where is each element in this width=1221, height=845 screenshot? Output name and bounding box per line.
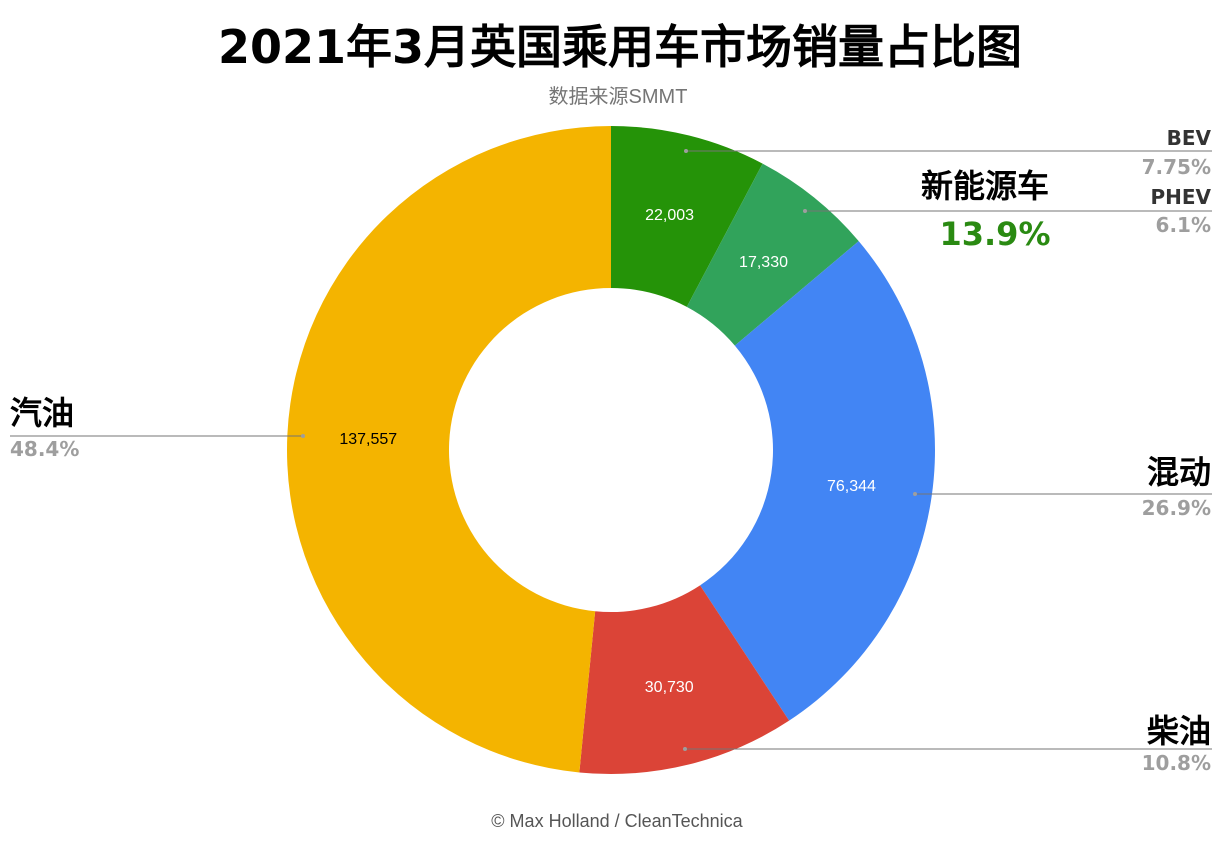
- leader-lines-group: [10, 149, 1212, 751]
- category-label-hybrid: 混动: [1147, 453, 1211, 491]
- nev-group-percent: 13.9%: [939, 215, 1050, 253]
- category-label-bev: BEV: [1167, 126, 1212, 150]
- slices-group: [286, 126, 935, 774]
- leader-dot-hybrid: [913, 492, 917, 496]
- percent-label-diesel: 10.8%: [1142, 751, 1211, 775]
- percent-label-hybrid: 26.9%: [1142, 496, 1211, 520]
- slice-phev: [686, 163, 859, 346]
- slice-bev: [611, 126, 763, 307]
- category-label-petrol: 汽油: [10, 394, 74, 432]
- leader-dot-petrol: [301, 434, 305, 438]
- leader-dot-bev: [684, 149, 688, 153]
- value-label-hybrid: 76,344: [827, 478, 876, 495]
- value-label-bev: 22,003: [645, 207, 694, 224]
- leader-dot-diesel: [683, 747, 687, 751]
- percent-label-petrol: 48.4%: [10, 437, 79, 461]
- leader-dot-phev: [803, 209, 807, 213]
- percent-label-bev: 7.75%: [1142, 155, 1211, 179]
- value-label-diesel: 30,730: [645, 679, 694, 696]
- slice-diesel: [579, 585, 790, 774]
- slice-petrol: [286, 126, 611, 773]
- chart-title: 2021年3月英国乘用车市场销量占比图: [218, 20, 1022, 74]
- chart-subtitle: 数据来源SMMT: [549, 85, 688, 108]
- nev-group-label: 新能源车: [921, 167, 1049, 205]
- category-label-phev: PHEV: [1150, 185, 1211, 209]
- labels-group: 22,003 BEV 7.75% 17,330 PHEV 6.1% 76,344 混动 26.9…: [10, 126, 1212, 775]
- value-label-petrol: 137,557: [339, 431, 397, 448]
- category-label-diesel: 柴油: [1147, 712, 1211, 750]
- slice-hybrid: [700, 241, 935, 721]
- value-label-phev: 17,330: [739, 254, 788, 271]
- chart-credit: © Max Holland / CleanTechnica: [491, 811, 743, 831]
- percent-label-phev: 6.1%: [1156, 213, 1211, 237]
